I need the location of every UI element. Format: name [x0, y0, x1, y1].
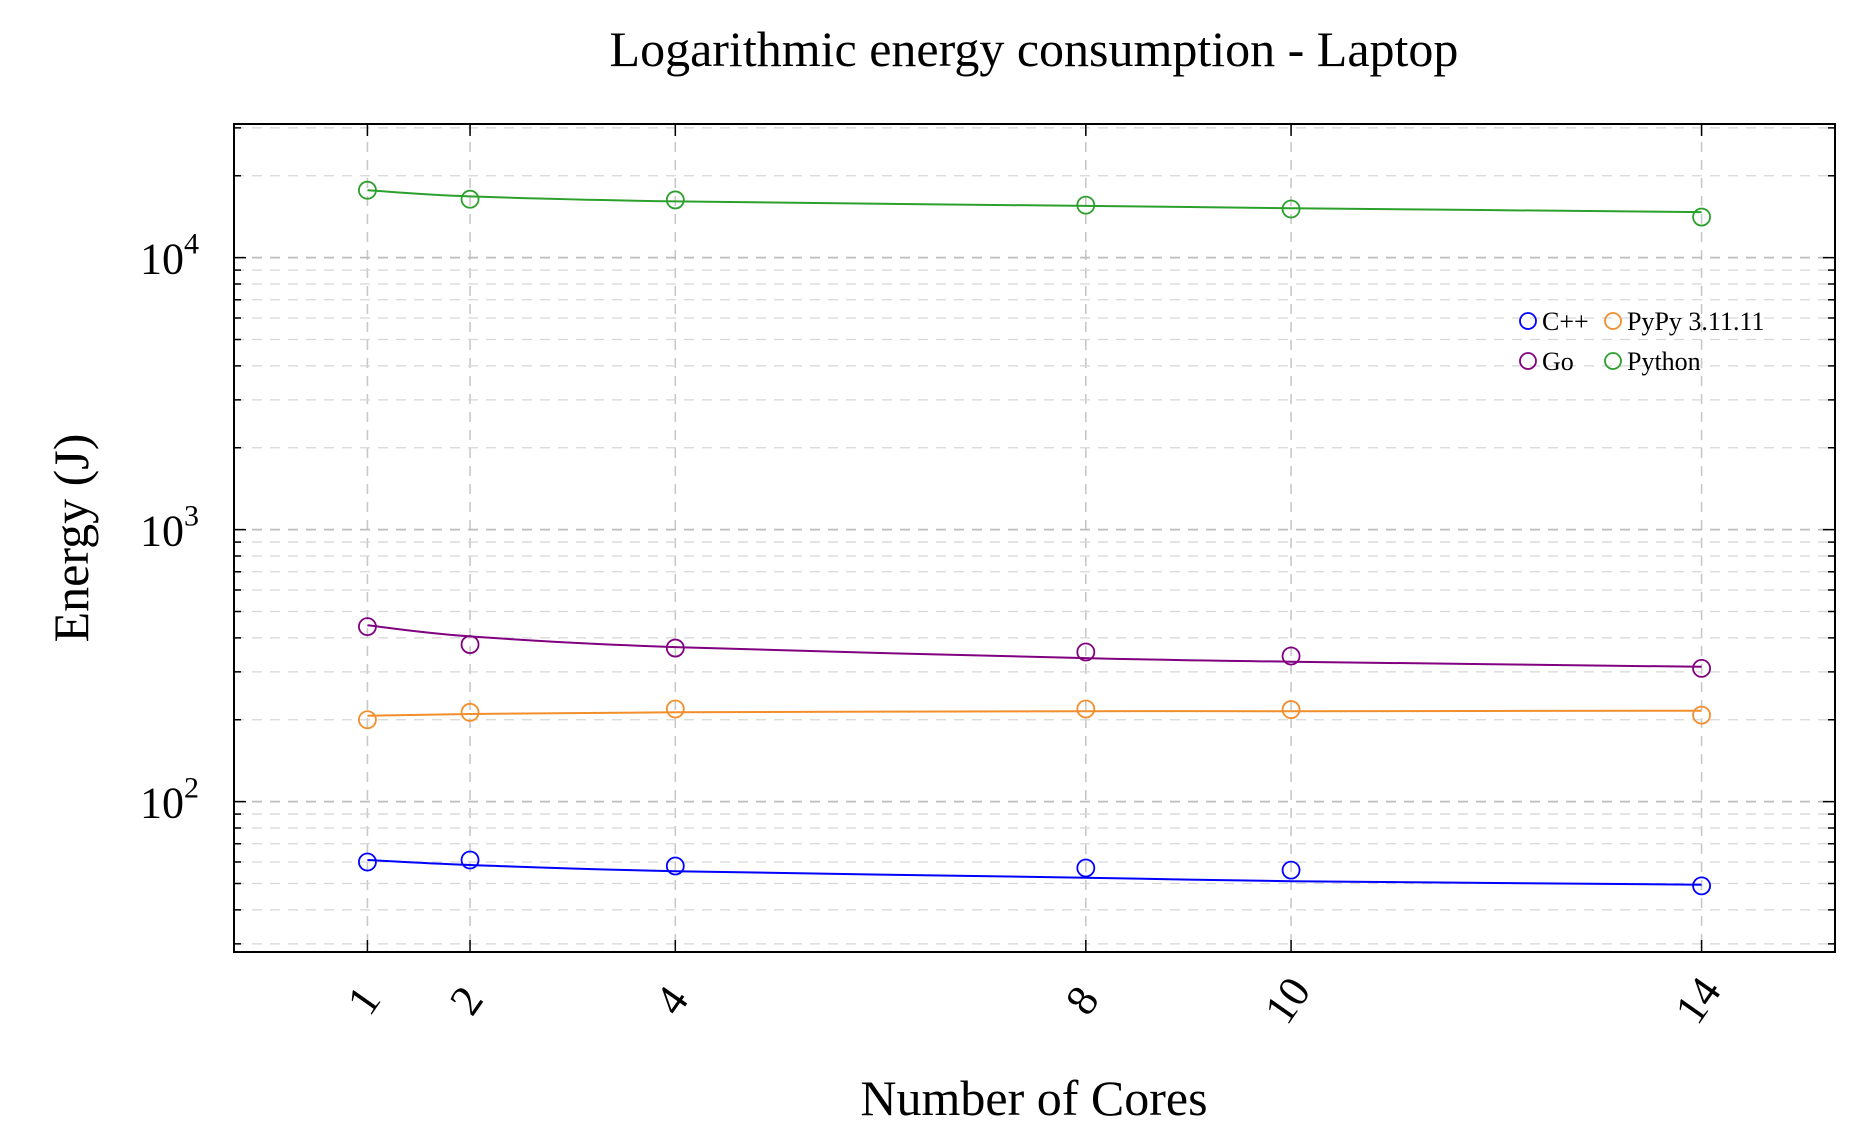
data-point: [665, 190, 685, 210]
x-tick-labels: 1 2 4 8 10 14: [337, 968, 1730, 1032]
x-tick-label: 4: [645, 977, 698, 1023]
x-axis-title: Number of Cores: [860, 1070, 1207, 1126]
y-tick-label: 102: [140, 772, 199, 828]
x-tick-label: 14: [1665, 968, 1730, 1032]
data-point: [358, 180, 377, 200]
y-tick-base: 10: [140, 507, 184, 556]
data-point: [1692, 876, 1711, 896]
data-point: [665, 699, 685, 719]
legend-marker: [1519, 312, 1537, 330]
data-point: [358, 852, 377, 872]
data-point: [665, 638, 685, 658]
x-tick-label: 1: [337, 977, 390, 1023]
x-tick-label: 10: [1255, 968, 1320, 1032]
x-tick-label: 2: [440, 977, 493, 1023]
data-point: [1281, 860, 1301, 880]
y-axis-title: Energy (J): [43, 434, 99, 643]
legend-label: Python: [1627, 347, 1701, 376]
data-point: [1692, 207, 1711, 227]
series-0: [358, 850, 1711, 896]
series-layer: [358, 180, 1711, 896]
data-point: [460, 189, 480, 209]
grid: [234, 124, 1835, 952]
y-tick-exponent: 4: [184, 228, 199, 261]
data-point: [460, 702, 480, 722]
legend-item: Python: [1604, 347, 1701, 376]
y-tick-label: 103: [140, 500, 199, 556]
series-1: [358, 699, 1711, 730]
data-point: [1281, 700, 1301, 719]
y-tick-exponent: 3: [184, 500, 199, 533]
y-tick-label: 104: [140, 228, 199, 284]
legend-label: Go: [1542, 347, 1574, 376]
series-line: [367, 709, 1702, 717]
series-3: [358, 180, 1711, 227]
data-point: [460, 850, 480, 870]
legend-item: C++: [1519, 307, 1589, 336]
data-point: [1076, 858, 1096, 878]
data-point: [1692, 658, 1711, 678]
data-point: [1076, 195, 1096, 215]
y-tick-base: 10: [140, 235, 184, 284]
data-point: [358, 710, 377, 730]
data-point: [1281, 646, 1301, 666]
legend-marker: [1604, 352, 1622, 370]
legend-item: Go: [1519, 347, 1574, 376]
chart-title: Logarithmic energy consumption - Laptop: [610, 21, 1459, 77]
plot-frame: [233, 123, 1836, 953]
data-point: [1281, 199, 1301, 219]
legend: C++ PyPy 3.11.11 Go Python: [1519, 307, 1765, 376]
data-point: [358, 617, 377, 637]
series-line: [367, 624, 1702, 668]
data-point: [665, 856, 685, 876]
data-point: [1076, 642, 1096, 662]
legend-marker: [1519, 352, 1537, 370]
y-tick-base: 10: [140, 779, 184, 828]
y-tick-exponent: 2: [184, 772, 199, 805]
series-2: [358, 617, 1711, 678]
legend-label: C++: [1542, 307, 1589, 336]
legend-label: PyPy 3.11.11: [1627, 307, 1765, 336]
legend-item: PyPy 3.11.11: [1604, 307, 1765, 336]
legend-marker: [1604, 312, 1622, 330]
series-line: [367, 189, 1702, 214]
data-point: [1692, 705, 1711, 725]
x-tick-label: 8: [1056, 977, 1109, 1023]
series-line: [367, 859, 1702, 886]
data-point: [460, 635, 480, 654]
data-point: [1076, 699, 1096, 719]
